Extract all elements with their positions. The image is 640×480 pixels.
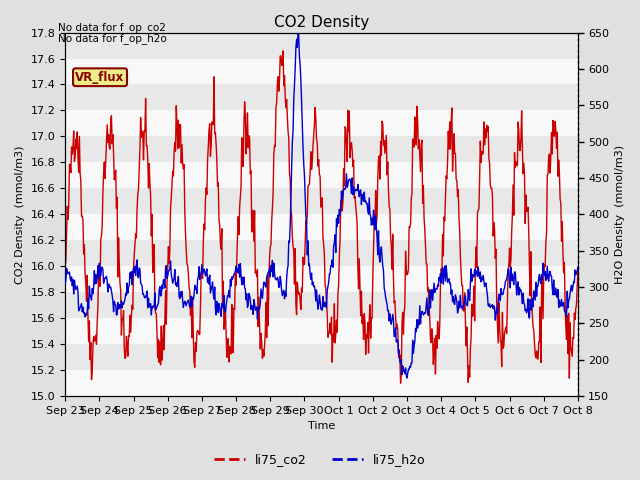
- Text: VR_flux: VR_flux: [76, 71, 125, 84]
- Bar: [65, 136, 578, 162]
- Title: CO2 Density: CO2 Density: [274, 15, 369, 30]
- Text: No data for f_op_h2o: No data for f_op_h2o: [58, 33, 166, 44]
- Bar: [65, 292, 578, 318]
- Bar: [65, 188, 578, 215]
- Bar: [65, 110, 578, 136]
- Y-axis label: CO2 Density  (mmol/m3): CO2 Density (mmol/m3): [15, 145, 25, 284]
- Legend: li75_co2, li75_h2o: li75_co2, li75_h2o: [209, 448, 431, 471]
- Bar: [65, 84, 578, 110]
- Y-axis label: H2O Density  (mmol/m3): H2O Density (mmol/m3): [615, 145, 625, 284]
- Bar: [65, 162, 578, 188]
- Bar: [65, 266, 578, 292]
- Bar: [65, 33, 578, 59]
- Bar: [65, 240, 578, 266]
- Bar: [65, 318, 578, 344]
- Bar: [65, 215, 578, 240]
- Text: No data for f_op_co2: No data for f_op_co2: [58, 22, 166, 33]
- Bar: [65, 344, 578, 370]
- Bar: [65, 370, 578, 396]
- X-axis label: Time: Time: [308, 421, 335, 432]
- Bar: [65, 59, 578, 84]
